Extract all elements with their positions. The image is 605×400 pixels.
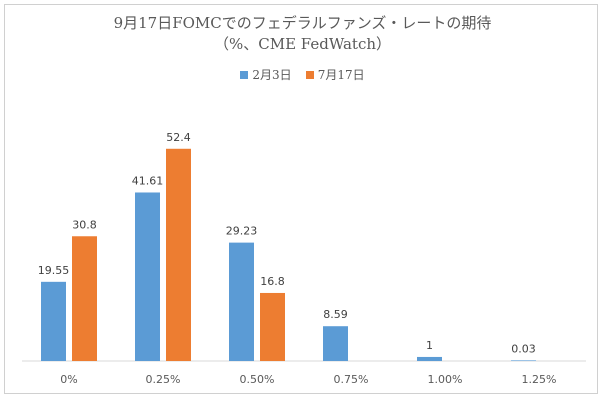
x-tick-label-0: 0% [60,373,77,386]
data-label-series-1-1: 41.61 [132,174,164,187]
chart-title: 9月17日FOMCでのフェデラルファンズ・レートの期待 [113,14,492,32]
legend-label-series-1: 2月3日 [252,68,292,82]
bar-series-1-5 [511,360,536,361]
x-tick-label-5: 1.25% [522,373,557,386]
data-label-series-1-5: 0.03 [511,342,536,355]
data-label-series-2-1: 52.4 [166,131,191,144]
legend-swatch-series-1 [240,70,249,79]
chart-subtitle: （%、CME FedWatch） [213,35,392,53]
legend-item-series-1: 2月3日 [240,66,292,83]
bar-series-2-0 [72,236,97,361]
x-tick-label-4: 1.00% [428,373,463,386]
bar-series-1-4 [417,356,442,361]
bar-series-1-2 [229,242,254,361]
legend-swatch-series-2 [305,70,314,79]
bar-series-2-1 [166,148,191,361]
x-tick-label-1: 0.25% [146,373,181,386]
x-tick-label-2: 0.50% [240,373,275,386]
bar-series-1-3 [323,326,348,361]
bar-series-2-2 [260,292,285,361]
chart-frame [4,4,598,394]
data-label-series-1-2: 29.23 [226,225,258,238]
data-label-series-2-2: 16.8 [260,275,285,288]
bar-series-1-0 [41,281,66,361]
chart-legend: 2月3日 7月17日 [0,66,605,83]
data-label-series-1-3: 8.59 [323,308,348,321]
legend-label-series-2: 7月17日 [317,68,365,82]
data-label-series-2-0: 30.8 [72,218,97,231]
data-label-series-1-0: 19.55 [38,264,70,277]
bar-series-1-1 [135,192,160,361]
legend-item-series-2: 7月17日 [305,66,365,83]
x-tick-label-3: 0.75% [334,373,369,386]
data-label-series-1-4: 1 [426,339,433,352]
